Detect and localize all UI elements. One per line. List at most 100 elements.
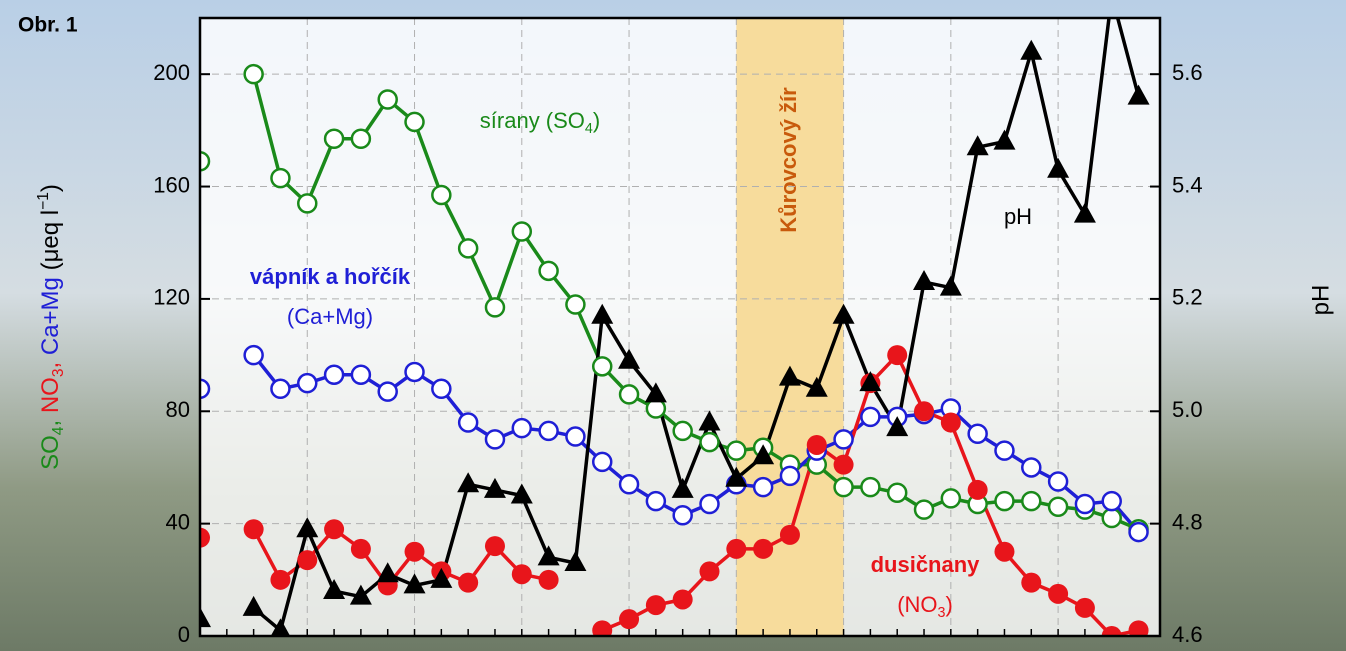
y2-tick-label: 4.8 [1172, 509, 1203, 534]
marker [726, 539, 746, 559]
y2-tick-label: 5.0 [1172, 397, 1203, 422]
marker [593, 453, 611, 471]
marker [593, 357, 611, 375]
marker [861, 478, 879, 496]
marker [781, 467, 799, 485]
marker [244, 519, 264, 539]
marker [270, 570, 290, 590]
text-part: SO [37, 435, 64, 470]
marker [914, 401, 934, 421]
marker [351, 539, 371, 559]
marker [861, 408, 879, 426]
text-part: sírany (SO [480, 108, 585, 133]
text-part: Ca+Mg [37, 277, 64, 355]
marker [325, 366, 343, 384]
y2-tick-label: 4.6 [1172, 622, 1203, 647]
y-tick-label: 160 [153, 172, 190, 197]
text-part: (NO [897, 592, 937, 617]
marker [486, 430, 504, 448]
marker [271, 169, 289, 187]
y-tick-label: 40 [166, 509, 190, 534]
text-part: (Ca+Mg) [287, 304, 373, 329]
y-tick-label: 120 [153, 285, 190, 310]
text-part: −1 [35, 192, 52, 210]
marker [540, 422, 558, 440]
series-label: pH [1004, 204, 1032, 229]
marker [486, 298, 504, 316]
text-part: , [37, 413, 64, 426]
marker [942, 489, 960, 507]
series-label: (Ca+Mg) [287, 304, 373, 329]
y2-tick-label: 5.2 [1172, 285, 1203, 310]
marker [458, 573, 478, 593]
marker [620, 385, 638, 403]
marker [754, 478, 772, 496]
marker [566, 428, 584, 446]
marker [995, 442, 1013, 460]
text-part: ) [593, 108, 600, 133]
marker [1048, 584, 1068, 604]
marker [674, 506, 692, 524]
text-part: 3 [938, 605, 946, 621]
y2-tick-label: 5.6 [1172, 60, 1203, 85]
marker [297, 550, 317, 570]
series-label: vápník a hořčík [250, 264, 411, 289]
marker [298, 374, 316, 392]
marker [835, 430, 853, 448]
marker [835, 478, 853, 496]
marker [834, 455, 854, 475]
marker [888, 484, 906, 502]
marker [915, 501, 933, 519]
marker [1103, 509, 1121, 527]
marker [485, 536, 505, 556]
marker [1075, 598, 1095, 618]
y-axis-title: SO4, NO3, Ca+Mg (μeq l−1) [35, 184, 67, 470]
highlight-label: Kůrovcový žír [776, 87, 801, 233]
y2-axis-title: pH [1307, 285, 1334, 316]
marker [513, 222, 531, 240]
marker [245, 65, 263, 83]
y2-tick-label: 5.4 [1172, 172, 1203, 197]
marker [379, 90, 397, 108]
marker [620, 475, 638, 493]
marker [271, 380, 289, 398]
text-part: ) [37, 184, 64, 192]
marker [325, 130, 343, 148]
marker [406, 363, 424, 381]
chart-title: Obr. 1 [18, 14, 78, 37]
marker [566, 296, 584, 314]
marker [647, 492, 665, 510]
marker [780, 525, 800, 545]
text-part: vápník a hořčík [250, 264, 411, 289]
marker [727, 442, 745, 460]
marker [941, 413, 961, 433]
marker [459, 414, 477, 432]
marker [699, 561, 719, 581]
marker [513, 419, 531, 437]
marker [673, 589, 693, 609]
text-part: , [37, 355, 64, 368]
text-part: ) [945, 592, 952, 617]
marker [994, 542, 1014, 562]
text-part: NO [37, 377, 64, 413]
marker [379, 383, 397, 401]
marker [406, 113, 424, 131]
marker [298, 194, 316, 212]
marker [995, 492, 1013, 510]
text-part: 4 [585, 121, 593, 137]
marker [1022, 492, 1040, 510]
marker [540, 262, 558, 280]
marker [459, 239, 477, 257]
marker [1103, 492, 1121, 510]
text-part: 4 [50, 426, 67, 435]
text-part: dusičnany [871, 552, 981, 577]
marker [807, 435, 827, 455]
marker [352, 366, 370, 384]
y-tick-label: 200 [153, 60, 190, 85]
marker [619, 609, 639, 629]
marker [1049, 473, 1067, 491]
text-part: 3 [50, 368, 67, 377]
marker [405, 542, 425, 562]
marker [646, 595, 666, 615]
marker [432, 186, 450, 204]
